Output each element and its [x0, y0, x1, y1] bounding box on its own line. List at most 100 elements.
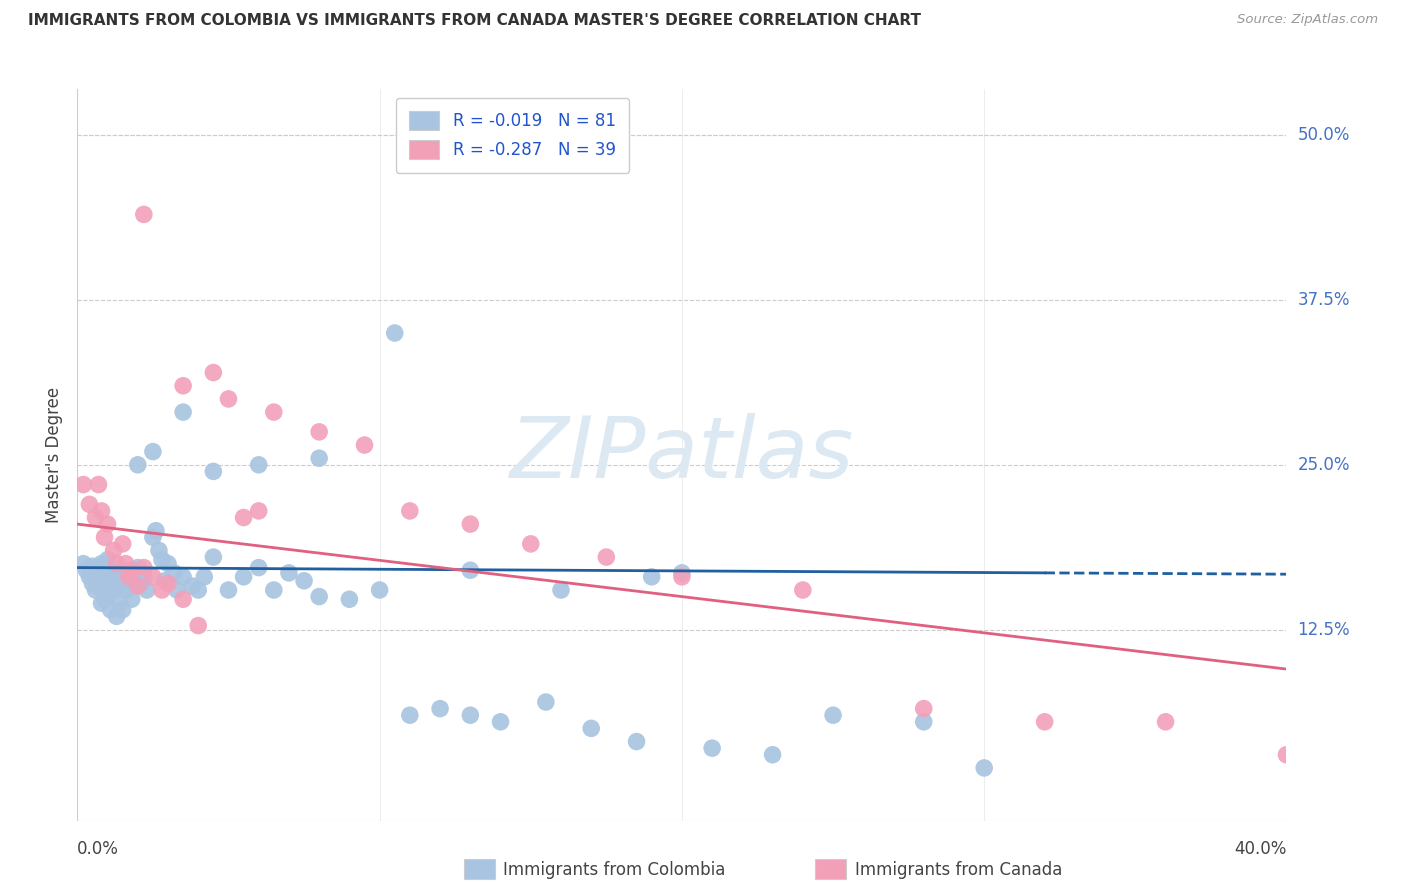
Point [520, 537, 543, 551]
Point [87, 579, 110, 593]
Point [202, 550, 225, 565]
Point [172, 405, 194, 419]
Point [82, 559, 104, 574]
Point [353, 438, 375, 452]
Point [124, 579, 146, 593]
Point [399, 504, 422, 518]
Point [626, 734, 648, 748]
Point [973, 761, 995, 775]
Point [368, 582, 391, 597]
Point [150, 552, 173, 566]
Point [132, 570, 155, 584]
Point [96, 552, 118, 566]
Point [581, 722, 603, 736]
Point [150, 582, 173, 597]
Point [181, 579, 204, 593]
Point [193, 570, 215, 584]
Text: Immigrants from Canada: Immigrants from Canada [855, 861, 1062, 879]
Point [202, 366, 225, 380]
Point [105, 609, 128, 624]
Point [132, 207, 155, 221]
Y-axis label: Master's Degree: Master's Degree [45, 387, 63, 523]
Point [127, 560, 149, 574]
Point [821, 708, 844, 723]
Point [72, 477, 94, 491]
Point [308, 425, 330, 439]
Point [132, 560, 155, 574]
Point [278, 566, 301, 580]
Point [263, 405, 285, 419]
Point [108, 579, 131, 593]
Point [114, 582, 136, 597]
Text: 50.0%: 50.0% [1298, 127, 1350, 145]
Text: 40.0%: 40.0% [1234, 840, 1286, 858]
Point [187, 582, 209, 597]
Point [1033, 714, 1056, 729]
Point [87, 560, 110, 574]
Point [103, 543, 125, 558]
Point [458, 517, 481, 532]
Point [118, 570, 141, 584]
Point [72, 557, 94, 571]
Point [90, 570, 112, 584]
Point [163, 566, 186, 580]
Point [308, 451, 330, 466]
Text: IMMIGRANTS FROM COLOMBIA VS IMMIGRANTS FROM CANADA MASTER'S DEGREE CORRELATION C: IMMIGRANTS FROM COLOMBIA VS IMMIGRANTS F… [28, 13, 921, 29]
Point [103, 566, 125, 580]
Text: 25.0%: 25.0% [1298, 456, 1350, 474]
Point [337, 592, 360, 607]
Point [595, 550, 617, 565]
Point [93, 592, 115, 607]
Point [84, 566, 107, 580]
Point [218, 582, 240, 597]
Point [142, 444, 165, 458]
Point [399, 708, 422, 723]
Point [105, 576, 128, 591]
Text: 37.5%: 37.5% [1298, 291, 1350, 309]
Text: 12.5%: 12.5% [1298, 621, 1350, 639]
Point [111, 603, 134, 617]
Point [79, 497, 101, 511]
Point [111, 537, 134, 551]
Point [84, 582, 107, 597]
Point [232, 510, 254, 524]
Point [202, 464, 225, 478]
Point [121, 563, 143, 577]
Point [534, 695, 557, 709]
Point [127, 458, 149, 472]
Point [247, 560, 270, 574]
Point [641, 570, 664, 584]
Point [172, 570, 194, 584]
Point [912, 714, 935, 729]
Point [429, 701, 451, 715]
Point [263, 582, 285, 597]
Point [127, 579, 149, 593]
Point [142, 570, 165, 584]
Point [108, 596, 131, 610]
Legend: R = -0.019   N = 81, R = -0.287   N = 39: R = -0.019 N = 81, R = -0.287 N = 39 [396, 97, 628, 173]
Point [247, 504, 270, 518]
Point [129, 576, 152, 591]
Point [90, 596, 112, 610]
Point [90, 504, 112, 518]
Point [118, 574, 141, 588]
Point [114, 557, 136, 571]
Point [172, 378, 194, 392]
Point [93, 530, 115, 544]
Point [458, 708, 481, 723]
Point [247, 458, 270, 472]
Text: 0.0%: 0.0% [77, 840, 120, 858]
Point [702, 741, 724, 756]
Point [105, 557, 128, 571]
Point [75, 563, 97, 577]
Point [84, 510, 107, 524]
Point [671, 570, 693, 584]
Point [232, 570, 254, 584]
Point [100, 603, 122, 617]
Point [1154, 714, 1177, 729]
Point [157, 557, 180, 571]
Point [166, 582, 188, 597]
Text: Source: ZipAtlas.com: Source: ZipAtlas.com [1237, 13, 1378, 27]
Point [912, 701, 935, 715]
Point [103, 582, 125, 597]
